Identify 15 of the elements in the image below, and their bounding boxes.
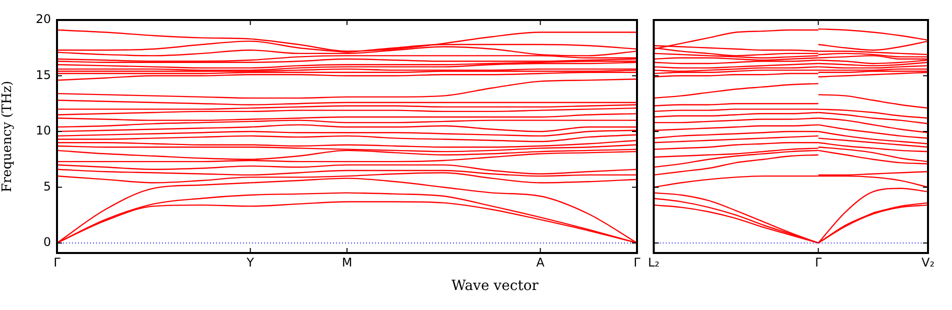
x-tick-label: Γ [634, 255, 641, 270]
x-tick-label: Y [246, 255, 255, 270]
y-axis-title: Frequency (THz) [0, 80, 16, 192]
y-tick-label: 10 [36, 124, 51, 138]
y-tick-label: 15 [36, 68, 51, 82]
x-tick-label: Γ [814, 255, 822, 270]
x-tick-label: A [536, 255, 546, 270]
x-tick-label: V₂ [921, 255, 935, 270]
y-tick-label: 0 [43, 235, 51, 250]
x-axis-title: Wave vector [450, 278, 540, 294]
x-tick-label: M [342, 255, 352, 270]
x-tick-label: Γ [54, 255, 61, 270]
x-tick-label: L₂ [648, 255, 660, 270]
y-tick-label: 20 [36, 12, 51, 26]
y-tick-label: 5 [43, 179, 51, 194]
